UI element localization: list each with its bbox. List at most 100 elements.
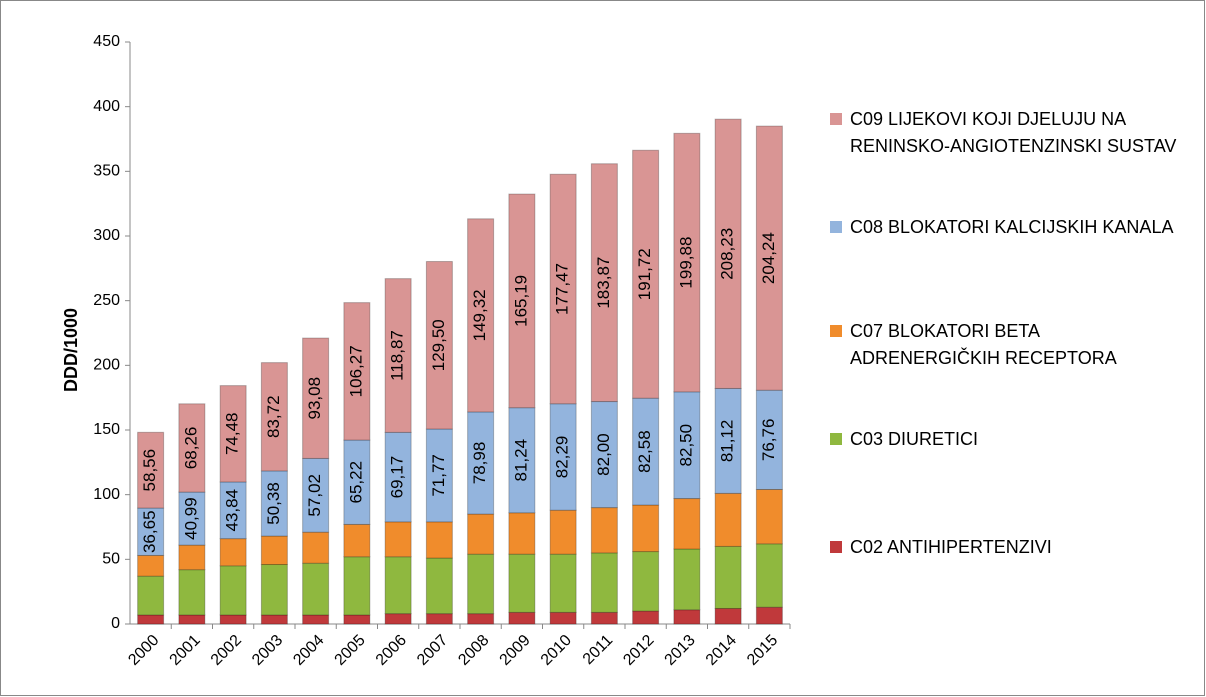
bar-segment	[508, 193, 536, 409]
data-label: 82,58	[635, 430, 654, 473]
data-label: 76,76	[759, 419, 778, 462]
x-tick-label: 2009	[496, 632, 533, 669]
bar-segment	[508, 553, 536, 613]
bar-segment	[302, 562, 330, 616]
x-tick-label: 2007	[414, 632, 451, 669]
bar-segment	[260, 535, 288, 566]
data-label: 82,50	[676, 424, 695, 467]
bar-segment	[178, 403, 206, 493]
x-tick-label: 2012	[620, 632, 657, 669]
data-label: 81,12	[718, 420, 737, 463]
bar-segment	[549, 173, 577, 405]
bar-segment	[549, 509, 577, 555]
bar-segment	[549, 403, 577, 511]
bar-segment	[137, 507, 165, 556]
bar-segment	[425, 557, 453, 615]
data-label: 106,27	[346, 345, 365, 397]
data-label: 65,22	[346, 461, 365, 504]
bar-segment	[714, 492, 742, 547]
y-tick-label: 450	[93, 33, 120, 50]
bar-segment	[425, 613, 453, 625]
bar-segment	[384, 278, 412, 433]
bar-segment	[467, 553, 495, 615]
data-label: 191,72	[635, 248, 654, 300]
legend-swatch	[830, 541, 842, 553]
bar-segment	[302, 614, 330, 625]
bar-segment	[632, 149, 660, 399]
data-label: 204,24	[759, 232, 778, 284]
data-label: 129,50	[429, 319, 448, 371]
data-label: 208,23	[718, 228, 737, 280]
bar-segment	[219, 538, 247, 567]
bar-segment	[673, 132, 701, 393]
y-tick-label: 200	[93, 357, 120, 374]
data-label: 82,29	[553, 436, 572, 479]
bar-segment	[714, 118, 742, 389]
x-tick-label: 2006	[373, 632, 410, 669]
data-label: 50,38	[264, 482, 283, 525]
bar-segment	[755, 125, 783, 391]
bar-segment	[467, 513, 495, 555]
legend-label: C08 BLOKATORI KALCIJSKIH KANALA	[850, 217, 1174, 237]
bar-segment	[425, 428, 453, 523]
data-label: 58,56	[140, 449, 159, 492]
bar-segment	[425, 521, 453, 559]
bar-segment	[137, 431, 165, 509]
y-axis-title: DDD/1000	[61, 308, 81, 392]
bar-segment	[632, 610, 660, 625]
data-label: 118,87	[388, 330, 407, 381]
bar-segment	[467, 411, 495, 515]
bar-segment	[673, 609, 701, 625]
x-tick-label: 2002	[208, 632, 245, 669]
bar-segment	[467, 613, 495, 625]
x-tick-label: 2005	[331, 632, 368, 669]
legend-label: C09 LIJEKOVI KOJI DJELUJU NA RENINSKO-AN…	[850, 109, 1177, 156]
bar-segment	[343, 523, 371, 558]
y-tick-label: 300	[93, 227, 120, 244]
bar-segment	[590, 163, 618, 403]
bar-segment	[384, 613, 412, 625]
bar-segment	[302, 337, 330, 459]
bar-segment	[302, 531, 330, 564]
data-label: 68,26	[181, 427, 200, 470]
bar-segment	[508, 512, 536, 555]
bar-segment	[755, 543, 783, 608]
bar-segment	[714, 545, 742, 609]
bar-segment	[178, 614, 206, 625]
bar-segment	[343, 439, 371, 525]
legend-item: C02 ANTIHIPERTENZIVI	[830, 534, 1180, 561]
bar-segment	[384, 556, 412, 615]
bar-segment	[755, 606, 783, 625]
bar-segment	[467, 218, 495, 413]
legend-label: C02 ANTIHIPERTENZIVI	[850, 537, 1052, 557]
bar-segment	[590, 507, 618, 554]
data-label: 71,77	[429, 454, 448, 497]
y-tick-label: 250	[93, 292, 120, 309]
bar-segment	[219, 481, 247, 540]
y-tick-label: 50	[102, 551, 120, 568]
bar-segment	[673, 391, 701, 500]
data-label: 82,00	[594, 433, 613, 476]
bar-segment	[384, 521, 412, 558]
bar-segment	[673, 498, 701, 550]
bar-segment	[549, 553, 577, 613]
legend-item: C03 DIURETICI	[830, 426, 1180, 453]
data-label: 177,47	[553, 263, 572, 315]
x-tick-label: 2011	[580, 632, 616, 668]
bar-segment	[590, 401, 618, 509]
data-label: 43,84	[223, 489, 242, 532]
bar-segment	[714, 607, 742, 625]
bar-segment	[508, 407, 536, 514]
bar-segment	[590, 611, 618, 625]
data-label: 199,88	[676, 237, 695, 289]
bar-segment	[178, 569, 206, 616]
data-label: 57,02	[305, 474, 324, 517]
legend-item: C09 LIJEKOVI KOJI DJELUJU NA RENINSKO-AN…	[830, 106, 1180, 160]
bar-segment	[260, 362, 288, 472]
legend-item: C07 BLOKATORI BETA ADRENERGIČKIH RECEPTO…	[830, 318, 1180, 372]
y-tick-label: 0	[111, 615, 120, 632]
x-tick-label: 2013	[661, 632, 698, 669]
legend-swatch	[830, 221, 842, 233]
bar-segment	[632, 397, 660, 506]
